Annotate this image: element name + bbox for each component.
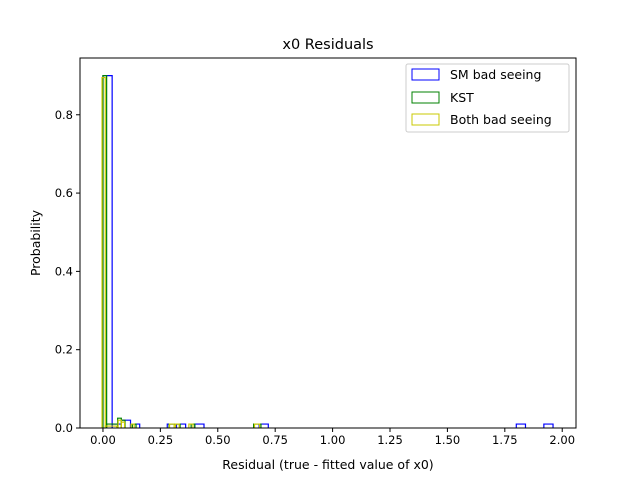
histogram-bin (515, 423, 527, 428)
histogram-bin (253, 423, 261, 428)
legend: SM bad seeing KST Both bad seeing (405, 63, 570, 133)
histogram-bin (168, 423, 175, 428)
histogram-bin (130, 423, 135, 428)
x-tick-label: 1.75 (492, 433, 518, 447)
histogram-bin (188, 423, 194, 428)
histogram-bin (104, 425, 118, 428)
legend-swatch-sm-bad-seeing (411, 68, 440, 81)
histogram-series-layer (101, 75, 554, 428)
y-tick-label: 0.4 (55, 264, 73, 278)
y-axis-label: Probability (28, 209, 43, 276)
y-axis-ticks: 0.0 0.2 0.4 0.6 0.8 (55, 108, 80, 435)
y-tick-label: 0.8 (55, 108, 73, 122)
histogram-bin (174, 423, 180, 428)
x-tick-label: 1.25 (377, 433, 403, 447)
histogram-bin (101, 76, 106, 428)
legend-swatch-kst (411, 91, 440, 104)
chart-title: x0 Residuals (282, 37, 373, 53)
histogram-bin (543, 423, 554, 428)
x-tick-label: 0.50 (205, 433, 231, 447)
x-axis-ticks: 0.00 0.25 0.50 0.75 1.00 1.25 1.50 1.75 2.00 (90, 428, 575, 447)
legend-swatch-both-bad-seeing (411, 113, 440, 126)
histogram-bin (102, 75, 108, 428)
legend-label-kst: KST (450, 90, 474, 105)
x-tick-label: 1.00 (320, 433, 346, 447)
legend-frame (405, 63, 570, 133)
x-tick-label: 0.00 (90, 433, 116, 447)
series-both-bad-seeing (101, 76, 261, 428)
y-tick-label: 0.6 (55, 186, 73, 200)
histogram-bin (120, 421, 126, 428)
x-tick-label: 2.00 (549, 433, 575, 447)
legend-label-both-bad-seeing: Both bad seeing (450, 112, 552, 127)
histogram-bin (175, 423, 187, 428)
plot-frame (79, 57, 577, 429)
legend-label-sm-bad-seeing: SM bad seeing (450, 67, 541, 82)
x-axis-label: Residual (true - fitted value of x0) (222, 457, 433, 472)
y-tick-label: 0.2 (55, 343, 73, 357)
x-tick-label: 1.50 (435, 433, 461, 447)
y-tick-label: 0.0 (55, 421, 73, 435)
x-tick-label: 0.75 (262, 433, 288, 447)
x-tick-label: 0.25 (148, 433, 174, 447)
